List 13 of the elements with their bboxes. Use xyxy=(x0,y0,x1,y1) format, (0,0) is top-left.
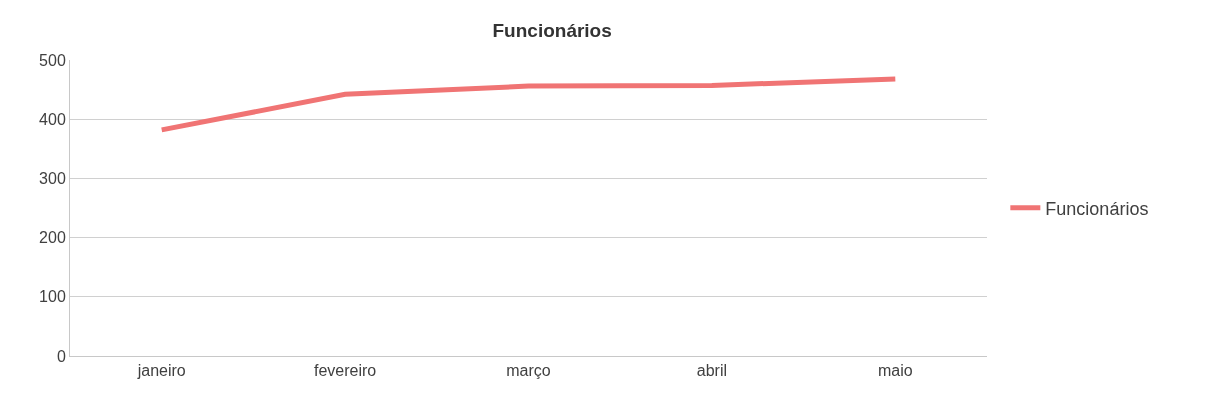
y-tick-label: 300 xyxy=(39,170,66,187)
y-tick-label: 0 xyxy=(56,347,66,365)
x-tick-label: abril xyxy=(696,362,728,380)
y-tick-label: 500 xyxy=(39,51,66,69)
y-tick-label: 200 xyxy=(39,229,66,247)
legend-label: Funcionários xyxy=(1045,198,1149,219)
x-tick-label: fevereiro xyxy=(313,362,377,380)
x-tick-label: março xyxy=(506,362,551,380)
y-tick-label: 100 xyxy=(39,288,66,306)
y-tick-label: 400 xyxy=(39,110,66,128)
chart-title: Funcionários xyxy=(492,20,612,42)
x-tick-label: maio xyxy=(877,362,913,380)
x-tick-label: janeiro xyxy=(136,362,186,380)
